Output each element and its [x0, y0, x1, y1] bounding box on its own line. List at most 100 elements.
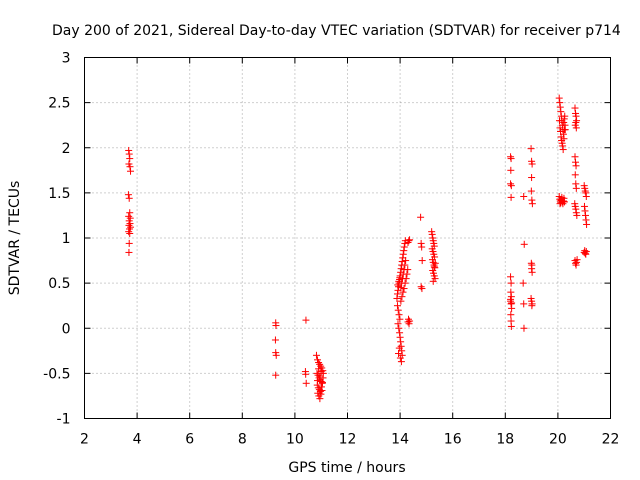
data-point [507, 300, 515, 308]
data-point [126, 229, 134, 237]
data-point [557, 128, 565, 136]
data-point [314, 384, 322, 392]
data-point [125, 150, 133, 158]
data-point [312, 351, 320, 359]
data-point [507, 182, 515, 190]
data-point [507, 322, 515, 330]
data-point [528, 196, 536, 204]
data-point [402, 275, 410, 283]
data-point [561, 126, 569, 134]
data-point [519, 279, 527, 287]
data-point [317, 383, 325, 391]
data-point [581, 207, 589, 215]
data-point [395, 350, 403, 358]
y-tick-label: -1 [57, 412, 71, 428]
data-point [272, 371, 280, 379]
x-axis-title: GPS time / hours [288, 460, 405, 476]
y-tick-label: -0.5 [43, 366, 70, 382]
x-tick-label: 8 [238, 432, 247, 448]
data-point [396, 333, 404, 341]
data-point [272, 351, 280, 359]
data-point [418, 257, 426, 265]
data-point [406, 236, 414, 244]
data-point [316, 372, 324, 380]
data-point [417, 213, 425, 221]
data-point [399, 288, 407, 296]
data-point [557, 133, 565, 141]
data-point [398, 293, 406, 301]
data-point [528, 160, 536, 168]
data-point [560, 118, 568, 126]
data-point [400, 285, 408, 293]
data-point [428, 230, 436, 238]
data-point [272, 322, 280, 330]
x-tick-label: 22 [602, 432, 620, 448]
y-axis-title: SDTVAR / TECUs [7, 181, 23, 296]
data-point [395, 311, 403, 319]
data-point [583, 220, 591, 228]
data-point [125, 146, 133, 154]
data-point [556, 99, 564, 107]
data-point [302, 370, 310, 378]
data-point [126, 163, 134, 171]
data-point [572, 124, 580, 132]
data-point [507, 193, 515, 201]
data-point [397, 338, 405, 346]
data-point [315, 359, 323, 367]
data-point [397, 342, 405, 350]
data-point [125, 228, 133, 236]
data-point [125, 194, 133, 202]
chart-title: Day 200 of 2021, Sidereal Day-to-day VTE… [52, 23, 621, 39]
y-tick-label: 0 [62, 321, 71, 337]
data-point [582, 216, 590, 224]
x-tick-label: 6 [185, 432, 194, 448]
data-point [571, 104, 579, 112]
data-point [528, 302, 536, 310]
data-point [528, 200, 536, 208]
data-point [126, 209, 134, 217]
y-tick-label: 2.5 [48, 96, 70, 112]
data-point [520, 192, 528, 200]
data-point [571, 171, 579, 179]
data-point [316, 360, 324, 368]
data-point [582, 211, 590, 219]
x-tick-label: 16 [444, 432, 462, 448]
data-point [507, 155, 515, 163]
data-point [429, 277, 437, 285]
y-tick-label: 0.5 [48, 276, 70, 292]
data-point [393, 302, 401, 310]
data-point [520, 324, 528, 332]
data-point [556, 103, 564, 111]
data-point [271, 336, 279, 344]
data-point [527, 145, 535, 153]
x-tick-label: 2 [80, 432, 89, 448]
data-point [520, 240, 528, 248]
data-point [302, 316, 310, 324]
data-point [401, 261, 409, 269]
data-point [555, 94, 563, 102]
data-point [403, 270, 411, 278]
data-point [582, 192, 590, 200]
data-point [127, 167, 135, 175]
data-point [507, 273, 515, 281]
data-point [573, 117, 581, 125]
x-tick-label: 20 [549, 432, 567, 448]
data-point [557, 108, 565, 116]
data-point [316, 395, 324, 403]
data-point [507, 311, 515, 319]
data-point [507, 166, 515, 174]
data-point [507, 295, 515, 303]
data-points [124, 94, 591, 403]
data-point [397, 297, 405, 305]
data-point [399, 250, 407, 258]
data-point [125, 239, 133, 247]
data-point [581, 249, 589, 257]
data-point [418, 285, 426, 293]
data-point [572, 180, 580, 188]
data-point [580, 202, 588, 210]
data-point [393, 294, 401, 302]
data-point [125, 248, 133, 256]
data-point [318, 387, 326, 395]
data-point [402, 257, 410, 265]
data-point [430, 263, 438, 271]
